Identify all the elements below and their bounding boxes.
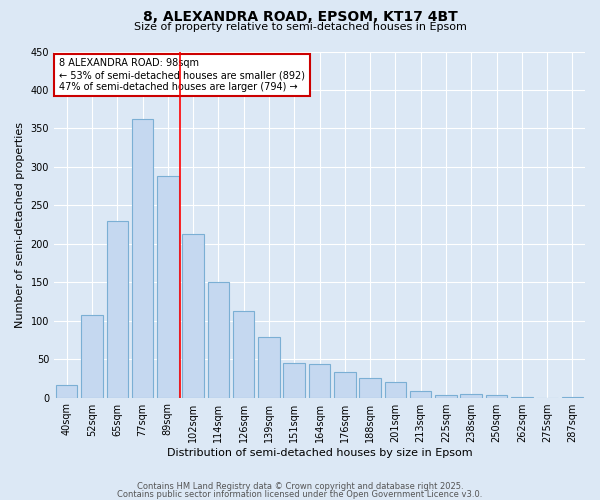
Bar xyxy=(182,234,204,398)
Text: Contains public sector information licensed under the Open Government Licence v3: Contains public sector information licen… xyxy=(118,490,482,499)
Text: 8 ALEXANDRA ROAD: 98sqm
← 53% of semi-detached houses are smaller (892)
47% of s: 8 ALEXANDRA ROAD: 98sqm ← 53% of semi-de… xyxy=(59,58,305,92)
Bar xyxy=(334,372,356,398)
Y-axis label: Number of semi-detached properties: Number of semi-detached properties xyxy=(15,122,25,328)
Bar xyxy=(208,282,229,398)
Bar xyxy=(486,396,507,398)
Bar xyxy=(283,363,305,398)
Text: Contains HM Land Registry data © Crown copyright and database right 2025.: Contains HM Land Registry data © Crown c… xyxy=(137,482,463,491)
Bar xyxy=(410,390,431,398)
Bar xyxy=(132,119,153,398)
Bar xyxy=(56,384,77,398)
Bar xyxy=(233,312,254,398)
Bar xyxy=(435,396,457,398)
Bar xyxy=(511,397,533,398)
Bar xyxy=(359,378,381,398)
Bar xyxy=(309,364,330,398)
Bar xyxy=(385,382,406,398)
Bar xyxy=(562,397,583,398)
Text: Size of property relative to semi-detached houses in Epsom: Size of property relative to semi-detach… xyxy=(134,22,466,32)
Bar xyxy=(107,220,128,398)
X-axis label: Distribution of semi-detached houses by size in Epsom: Distribution of semi-detached houses by … xyxy=(167,448,472,458)
Bar xyxy=(157,176,179,398)
Bar xyxy=(258,337,280,398)
Bar xyxy=(81,314,103,398)
Bar xyxy=(460,394,482,398)
Text: 8, ALEXANDRA ROAD, EPSOM, KT17 4BT: 8, ALEXANDRA ROAD, EPSOM, KT17 4BT xyxy=(143,10,457,24)
